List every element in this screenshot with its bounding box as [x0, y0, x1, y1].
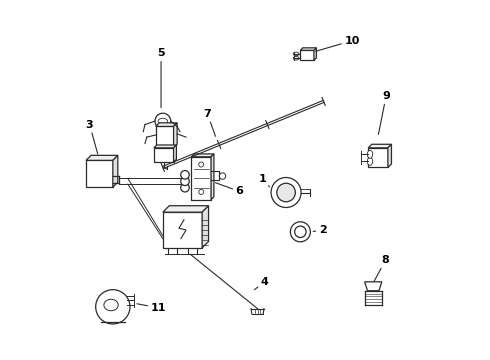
Text: 6: 6	[216, 183, 244, 197]
Polygon shape	[173, 123, 177, 148]
Circle shape	[277, 183, 295, 202]
Circle shape	[181, 171, 189, 179]
Ellipse shape	[158, 118, 168, 124]
Polygon shape	[314, 48, 317, 60]
Polygon shape	[300, 48, 317, 50]
Text: 11: 11	[137, 303, 166, 313]
Polygon shape	[156, 126, 173, 148]
Circle shape	[199, 162, 204, 167]
Polygon shape	[156, 123, 177, 126]
Circle shape	[271, 177, 301, 207]
Text: 2: 2	[313, 225, 327, 235]
Text: 1: 1	[258, 174, 270, 187]
Circle shape	[220, 173, 226, 179]
Polygon shape	[368, 144, 392, 148]
Circle shape	[294, 226, 306, 238]
Ellipse shape	[104, 299, 118, 311]
Text: 7: 7	[204, 109, 216, 136]
Circle shape	[199, 189, 204, 194]
Polygon shape	[163, 206, 209, 212]
Text: 5: 5	[157, 48, 165, 108]
Ellipse shape	[293, 57, 299, 60]
Polygon shape	[192, 154, 214, 157]
Polygon shape	[368, 148, 388, 167]
Text: 3: 3	[86, 120, 98, 154]
Polygon shape	[388, 144, 392, 167]
Polygon shape	[300, 50, 314, 60]
Text: 10: 10	[316, 36, 360, 51]
Polygon shape	[154, 148, 173, 162]
Ellipse shape	[368, 150, 373, 158]
Circle shape	[291, 222, 310, 242]
Polygon shape	[192, 157, 211, 200]
Circle shape	[155, 113, 171, 129]
Ellipse shape	[368, 157, 373, 165]
Polygon shape	[365, 282, 382, 291]
Polygon shape	[86, 156, 118, 160]
Polygon shape	[113, 156, 118, 187]
Circle shape	[96, 290, 130, 324]
Polygon shape	[202, 206, 209, 248]
Text: 9: 9	[378, 91, 390, 134]
Polygon shape	[211, 154, 214, 200]
Circle shape	[181, 177, 189, 185]
Text: 4: 4	[254, 277, 269, 290]
Ellipse shape	[293, 52, 299, 56]
Polygon shape	[163, 212, 202, 248]
Text: 8: 8	[374, 255, 389, 281]
Polygon shape	[154, 145, 176, 148]
Polygon shape	[86, 160, 113, 187]
Polygon shape	[173, 145, 176, 162]
Circle shape	[181, 183, 189, 192]
